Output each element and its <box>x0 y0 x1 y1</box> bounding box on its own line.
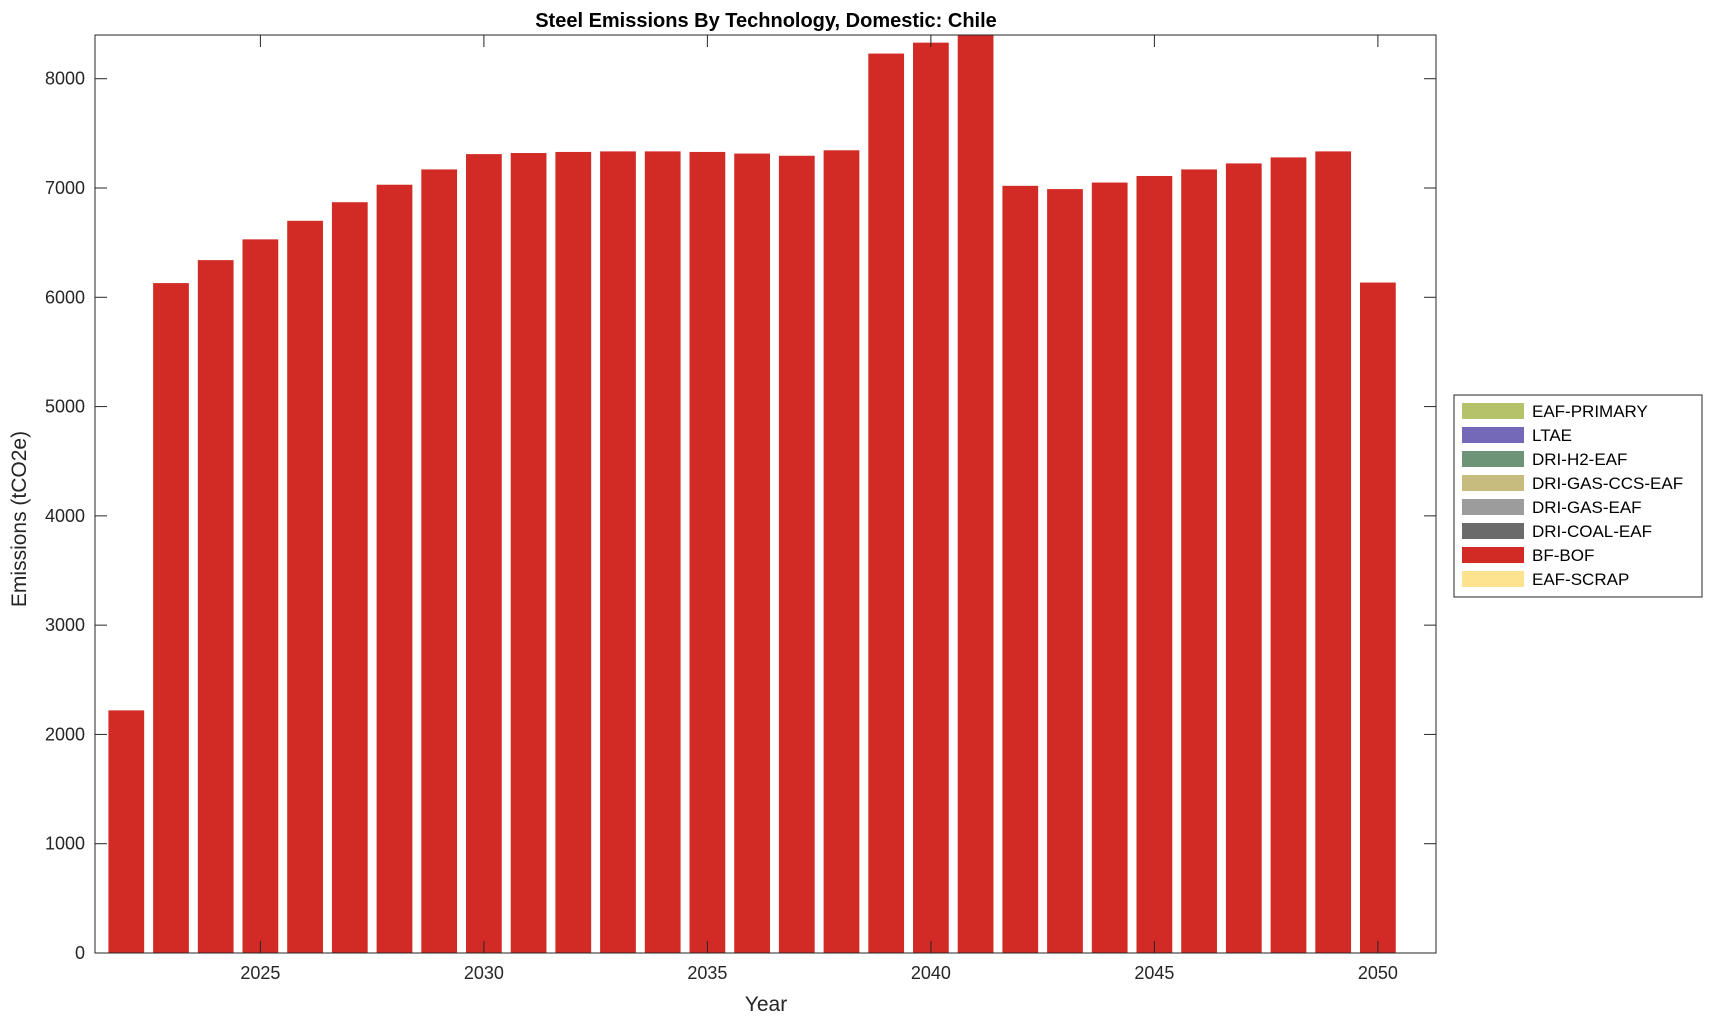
bar-bf-bof-2050 <box>1360 282 1396 953</box>
bar-bf-bof-2027 <box>331 202 368 953</box>
legend-swatch-dri-gas-ccs-eaf <box>1462 475 1524 491</box>
bar-bf-bof-2032 <box>555 151 592 953</box>
legend-label-dri-gas-ccs-eaf: DRI-GAS-CCS-EAF <box>1532 474 1683 493</box>
bar-bf-bof-2035 <box>689 151 726 953</box>
bars <box>108 35 1396 954</box>
bar-bf-bof-2030 <box>466 154 502 953</box>
legend-label-dri-coal-eaf: DRI-COAL-EAF <box>1532 522 1652 541</box>
bar-bf-bof-2022 <box>108 710 145 953</box>
bar-bf-bof-2033 <box>600 151 636 953</box>
legend-label-eaf-primary: EAF-PRIMARY <box>1532 402 1648 421</box>
x-tick-label-2035: 2035 <box>687 963 727 983</box>
legend-swatch-dri-coal-eaf <box>1462 523 1524 539</box>
legend-label-bf-bof: BF-BOF <box>1532 546 1594 565</box>
bar-bf-bof-2031 <box>510 153 547 953</box>
bar-bf-bof-2049 <box>1315 151 1352 953</box>
bar-bf-bof-2041 <box>957 35 994 953</box>
x-axis-title: Year <box>745 993 787 1016</box>
bar-bf-bof-2038 <box>823 150 860 954</box>
legend-swatch-ltae <box>1462 427 1524 443</box>
legend-swatch-dri-h2-eaf <box>1462 451 1524 467</box>
bar-bf-bof-2045 <box>1136 175 1173 954</box>
bar-bf-bof-2028 <box>376 184 413 954</box>
x-tick-label-2025: 2025 <box>240 963 280 983</box>
bar-bf-bof-2044 <box>1091 182 1128 954</box>
legend-swatch-dri-gas-eaf <box>1462 499 1524 515</box>
bar-bf-bof-2043 <box>1047 189 1083 954</box>
legend: EAF-PRIMARY LTAE DRI-H2-EAF DRI-GAS-CCS-EAF… <box>1453 394 1703 598</box>
bar-bf-bof-2047 <box>1225 163 1262 953</box>
bar-bf-bof-2037 <box>778 155 815 953</box>
y-tick-label-8000: 8000 <box>45 69 85 89</box>
x-tick-label-2040: 2040 <box>911 963 951 983</box>
bar-bf-bof-2023 <box>153 283 189 954</box>
bar-bf-bof-2029 <box>421 169 458 954</box>
bar-bf-bof-2024 <box>197 260 234 953</box>
y-axis-title: Emissions (tCO2e) <box>8 431 31 607</box>
y-tick-label-1000: 1000 <box>45 834 85 854</box>
y-tick-label-0: 0 <box>75 943 85 963</box>
x-tick-label-2030: 2030 <box>464 963 504 983</box>
bar-bf-bof-2025 <box>242 239 279 954</box>
legend-label-dri-gas-eaf: DRI-GAS-EAF <box>1532 498 1642 517</box>
legend-swatch-bf-bof <box>1462 547 1524 563</box>
plot-frame <box>94 34 1437 954</box>
legend-label-ltae: LTAE <box>1532 426 1572 445</box>
legend-box <box>1453 394 1703 598</box>
y-tick-label-4000: 4000 <box>45 506 85 526</box>
bar-bf-bof-2048 <box>1270 157 1307 953</box>
bar-bf-bof-2034 <box>644 151 681 953</box>
x-tick-label-2050: 2050 <box>1358 963 1398 983</box>
legend-swatch-eaf-scrap <box>1462 571 1524 587</box>
legend-label-dri-h2-eaf: DRI-H2-EAF <box>1532 450 1627 469</box>
bar-bf-bof-2036 <box>734 153 770 953</box>
bar-bf-bof-2026 <box>287 220 323 954</box>
chart-title: Steel Emissions By Technology, Domestic:… <box>535 10 997 32</box>
y-tick-label-3000: 3000 <box>45 615 85 635</box>
bar-bf-bof-2046 <box>1181 169 1217 954</box>
y-tick-label-6000: 6000 <box>45 287 85 307</box>
y-tick-label-2000: 2000 <box>45 724 85 744</box>
x-tick-label-2045: 2045 <box>1134 963 1174 983</box>
bar-bf-bof-2042 <box>1002 185 1039 953</box>
legend-label-eaf-scrap: EAF-SCRAP <box>1532 570 1629 589</box>
y-tick-label-5000: 5000 <box>45 397 85 417</box>
y-tick-label-7000: 7000 <box>45 178 85 198</box>
ticks: 0 1000 2000 3000 4000 5000 6000 7000 8000 2025 203… <box>45 35 1436 983</box>
axes <box>94 34 1437 954</box>
legend-swatch-eaf-primary <box>1462 403 1524 419</box>
bar-bf-bof-2039 <box>868 53 905 953</box>
bar-bf-bof-2040 <box>913 42 949 953</box>
